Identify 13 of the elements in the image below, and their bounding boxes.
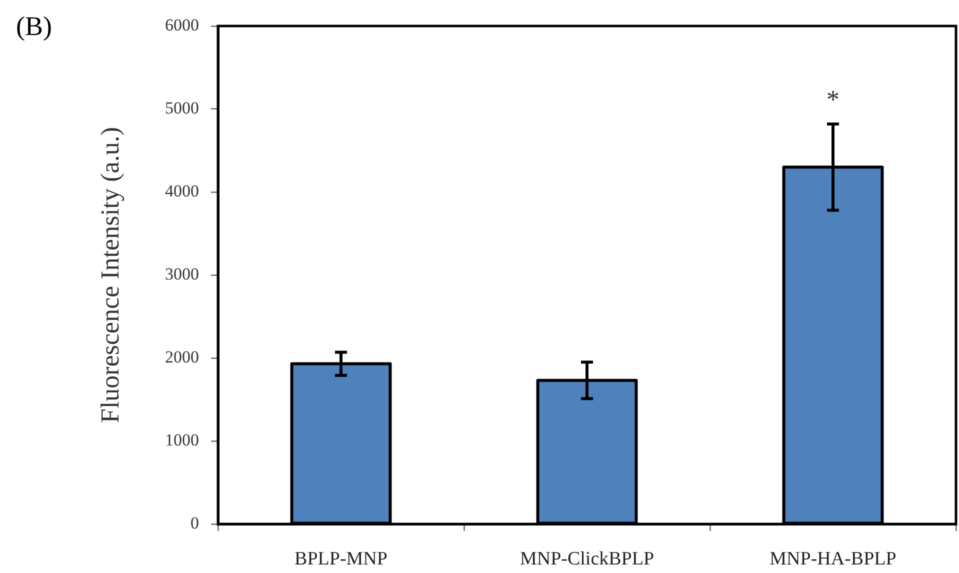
y-tick-label: 5000 (165, 98, 199, 118)
y-tick-label: 0 (190, 513, 199, 532)
y-tick-label: 3000 (165, 264, 199, 284)
y-axis-title: Fluorescence Intensity (a.u.) (95, 126, 124, 424)
x-tick-label: MNP-ClickBPLP (520, 548, 654, 570)
y-tick-label: 6000 (165, 15, 199, 34)
x-tick-label: BPLP-MNP (294, 548, 388, 570)
y-tick-label: 4000 (165, 181, 199, 200)
annotation: * (826, 84, 840, 114)
x-tick-label: MNP-HA-BPLP (770, 548, 896, 570)
y-tick-label: 2000 (165, 347, 199, 366)
y-tick-label: 1000 (165, 430, 199, 450)
chart-title: (B) (16, 11, 52, 42)
